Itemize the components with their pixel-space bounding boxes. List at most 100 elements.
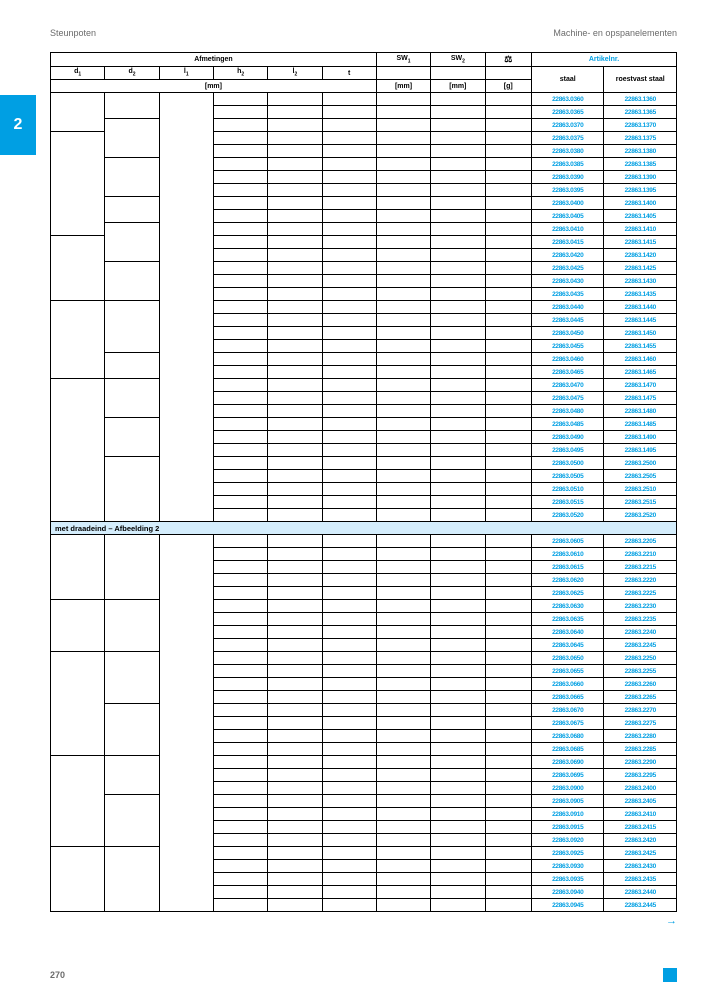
- article-link-staal[interactable]: 22863.0450: [532, 327, 604, 340]
- article-link-staal[interactable]: 22863.0690: [532, 756, 604, 769]
- article-link-roestvast[interactable]: 22863.1460: [604, 353, 677, 366]
- article-link-roestvast[interactable]: 22863.1465: [604, 366, 677, 379]
- article-link-roestvast[interactable]: 22863.2245: [604, 639, 677, 652]
- article-link-roestvast[interactable]: 22863.1425: [604, 262, 677, 275]
- article-link-staal[interactable]: 22863.0515: [532, 496, 604, 509]
- article-link-staal[interactable]: 22863.0490: [532, 431, 604, 444]
- article-link-staal[interactable]: 22863.0410: [532, 223, 604, 236]
- article-link-staal[interactable]: 22863.0500: [532, 457, 604, 470]
- article-link-roestvast[interactable]: 22863.2415: [604, 821, 677, 834]
- article-link-roestvast[interactable]: 22863.2260: [604, 678, 677, 691]
- article-link-roestvast[interactable]: 22863.2240: [604, 626, 677, 639]
- article-link-roestvast[interactable]: 22863.1400: [604, 197, 677, 210]
- article-link-staal[interactable]: 22863.0625: [532, 587, 604, 600]
- article-link-staal[interactable]: 22863.0455: [532, 340, 604, 353]
- article-link-roestvast[interactable]: 22863.2410: [604, 808, 677, 821]
- article-link-roestvast[interactable]: 22863.1410: [604, 223, 677, 236]
- article-link-staal[interactable]: 22863.0940: [532, 886, 604, 899]
- article-link-roestvast[interactable]: 22863.1405: [604, 210, 677, 223]
- article-link-roestvast[interactable]: 22863.2225: [604, 587, 677, 600]
- article-link-staal[interactable]: 22863.0920: [532, 834, 604, 847]
- article-link-staal[interactable]: 22863.0685: [532, 743, 604, 756]
- article-link-roestvast[interactable]: 22863.2445: [604, 899, 677, 912]
- article-link-staal[interactable]: 22863.0445: [532, 314, 604, 327]
- article-link-roestvast[interactable]: 22863.2515: [604, 496, 677, 509]
- article-link-staal[interactable]: 22863.0405: [532, 210, 604, 223]
- article-link-roestvast[interactable]: 22863.1430: [604, 275, 677, 288]
- article-link-staal[interactable]: 22863.0905: [532, 795, 604, 808]
- article-link-roestvast[interactable]: 22863.2230: [604, 600, 677, 613]
- article-link-staal[interactable]: 22863.0610: [532, 548, 604, 561]
- article-link-staal[interactable]: 22863.0505: [532, 470, 604, 483]
- article-link-staal[interactable]: 22863.0440: [532, 301, 604, 314]
- article-link-staal[interactable]: 22863.0470: [532, 379, 604, 392]
- article-link-roestvast[interactable]: 22863.2435: [604, 873, 677, 886]
- article-link-roestvast[interactable]: 22863.2400: [604, 782, 677, 795]
- article-link-roestvast[interactable]: 22863.1375: [604, 132, 677, 145]
- article-link-staal[interactable]: 22863.0680: [532, 730, 604, 743]
- article-link-staal[interactable]: 22863.0650: [532, 652, 604, 665]
- article-link-roestvast[interactable]: 22863.2505: [604, 470, 677, 483]
- article-link-staal[interactable]: 22863.0375: [532, 132, 604, 145]
- article-link-roestvast[interactable]: 22863.2440: [604, 886, 677, 899]
- article-link-staal[interactable]: 22863.0655: [532, 665, 604, 678]
- article-link-roestvast[interactable]: 22863.2430: [604, 860, 677, 873]
- article-link-roestvast[interactable]: 22863.1360: [604, 93, 677, 106]
- article-link-roestvast[interactable]: 22863.1415: [604, 236, 677, 249]
- article-link-roestvast[interactable]: 22863.1495: [604, 444, 677, 457]
- article-link-roestvast[interactable]: 22863.2275: [604, 717, 677, 730]
- article-link-roestvast[interactable]: 22863.1370: [604, 119, 677, 132]
- article-link-staal[interactable]: 22863.0615: [532, 561, 604, 574]
- article-link-staal[interactable]: 22863.0370: [532, 119, 604, 132]
- article-link-roestvast[interactable]: 22863.2425: [604, 847, 677, 860]
- article-link-staal[interactable]: 22863.0630: [532, 600, 604, 613]
- article-link-staal[interactable]: 22863.0670: [532, 704, 604, 717]
- article-link-staal[interactable]: 22863.0395: [532, 184, 604, 197]
- article-link-roestvast[interactable]: 22863.1490: [604, 431, 677, 444]
- article-link-roestvast[interactable]: 22863.2280: [604, 730, 677, 743]
- article-link-roestvast[interactable]: 22863.2250: [604, 652, 677, 665]
- article-link-staal[interactable]: 22863.0380: [532, 145, 604, 158]
- article-link-roestvast[interactable]: 22863.2405: [604, 795, 677, 808]
- article-link-staal[interactable]: 22863.0420: [532, 249, 604, 262]
- article-link-roestvast[interactable]: 22863.1395: [604, 184, 677, 197]
- article-link-staal[interactable]: 22863.0640: [532, 626, 604, 639]
- article-link-roestvast[interactable]: 22863.2290: [604, 756, 677, 769]
- article-link-staal[interactable]: 22863.0460: [532, 353, 604, 366]
- article-link-staal[interactable]: 22863.0620: [532, 574, 604, 587]
- article-link-roestvast[interactable]: 22863.2210: [604, 548, 677, 561]
- article-link-staal[interactable]: 22863.0390: [532, 171, 604, 184]
- article-link-staal[interactable]: 22863.0675: [532, 717, 604, 730]
- article-link-staal[interactable]: 22863.0435: [532, 288, 604, 301]
- article-link-staal[interactable]: 22863.0935: [532, 873, 604, 886]
- article-link-roestvast[interactable]: 22863.1390: [604, 171, 677, 184]
- article-link-roestvast[interactable]: 22863.2420: [604, 834, 677, 847]
- article-link-roestvast[interactable]: 22863.1455: [604, 340, 677, 353]
- article-link-roestvast[interactable]: 22863.1420: [604, 249, 677, 262]
- article-link-staal[interactable]: 22863.0485: [532, 418, 604, 431]
- article-link-staal[interactable]: 22863.0665: [532, 691, 604, 704]
- article-link-roestvast[interactable]: 22863.2520: [604, 509, 677, 522]
- article-link-staal[interactable]: 22863.0945: [532, 899, 604, 912]
- article-link-staal[interactable]: 22863.0925: [532, 847, 604, 860]
- article-link-staal[interactable]: 22863.0480: [532, 405, 604, 418]
- article-link-roestvast[interactable]: 22863.1475: [604, 392, 677, 405]
- article-link-roestvast[interactable]: 22863.2500: [604, 457, 677, 470]
- article-link-staal[interactable]: 22863.0415: [532, 236, 604, 249]
- article-link-roestvast[interactable]: 22863.1450: [604, 327, 677, 340]
- article-link-staal[interactable]: 22863.0520: [532, 509, 604, 522]
- article-link-staal[interactable]: 22863.0695: [532, 769, 604, 782]
- article-link-roestvast[interactable]: 22863.2235: [604, 613, 677, 626]
- article-link-staal[interactable]: 22863.0365: [532, 106, 604, 119]
- article-link-staal[interactable]: 22863.0635: [532, 613, 604, 626]
- article-link-roestvast[interactable]: 22863.2510: [604, 483, 677, 496]
- article-link-staal[interactable]: 22863.0430: [532, 275, 604, 288]
- article-link-roestvast[interactable]: 22863.2270: [604, 704, 677, 717]
- article-link-staal[interactable]: 22863.0930: [532, 860, 604, 873]
- article-link-staal[interactable]: 22863.0385: [532, 158, 604, 171]
- article-link-roestvast[interactable]: 22863.1440: [604, 301, 677, 314]
- article-link-roestvast[interactable]: 22863.1470: [604, 379, 677, 392]
- article-link-staal[interactable]: 22863.0900: [532, 782, 604, 795]
- article-link-roestvast[interactable]: 22863.1485: [604, 418, 677, 431]
- article-link-roestvast[interactable]: 22863.2220: [604, 574, 677, 587]
